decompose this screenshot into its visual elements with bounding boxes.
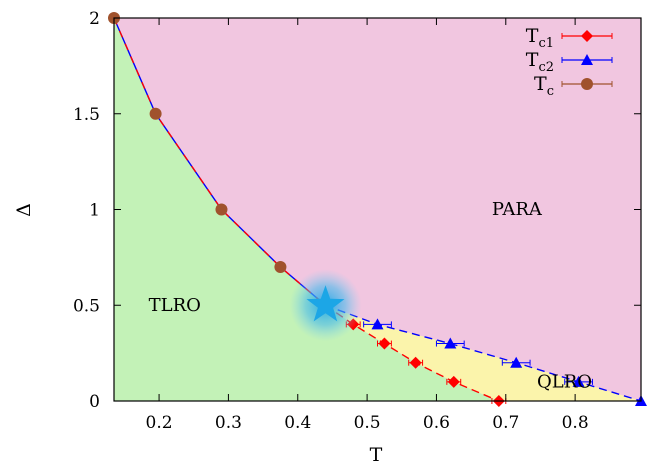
legend-marker-c1 xyxy=(581,30,593,42)
x-tick-label: 0.3 xyxy=(215,413,242,433)
tc2-line xyxy=(325,304,641,401)
legend-marker-c2 xyxy=(581,54,593,65)
data-point-c1 xyxy=(447,375,460,388)
data-point-c xyxy=(274,260,287,273)
x-tick-label: 0.6 xyxy=(423,413,450,433)
x-tick-label: 0.7 xyxy=(492,413,519,433)
y-axis-title: Δ xyxy=(13,203,35,217)
y-tick-label: 2 xyxy=(89,9,100,29)
x-tick-label: 0.8 xyxy=(562,413,589,433)
data-point-c xyxy=(215,203,228,216)
y-tick-label: 0 xyxy=(89,392,100,412)
data-point-c xyxy=(149,107,162,120)
x-tick-label: 0.2 xyxy=(146,413,173,433)
critical-point-star-icon xyxy=(306,285,345,322)
legend-label-c1: Tc1 xyxy=(526,25,554,51)
region-label-tlro: TLRO xyxy=(149,295,201,316)
region-label-qlro: QLRO xyxy=(537,372,592,393)
legend-label-c2: Tc2 xyxy=(526,49,554,75)
x-tick-label: 0.4 xyxy=(284,413,311,433)
y-tick-label: 1.5 xyxy=(73,105,100,125)
legend-marker-c xyxy=(581,78,593,90)
region-label-para: PARA xyxy=(492,199,543,220)
y-tick-label: 1 xyxy=(89,201,100,221)
data-point-c2 xyxy=(444,337,457,349)
data-point-c2 xyxy=(510,356,523,368)
y-tick-label: 0.5 xyxy=(73,296,100,316)
legend-label-c: Tc xyxy=(534,73,554,99)
data-point-c1 xyxy=(378,337,391,350)
x-tick-label: 0.5 xyxy=(354,413,381,433)
data-point-c2 xyxy=(572,375,585,387)
data-point-c1 xyxy=(409,356,422,369)
tc-boundary-red xyxy=(114,18,326,306)
data-point-c2 xyxy=(371,318,384,330)
region-tlro xyxy=(114,18,499,401)
x-axis-title: T xyxy=(370,444,383,466)
